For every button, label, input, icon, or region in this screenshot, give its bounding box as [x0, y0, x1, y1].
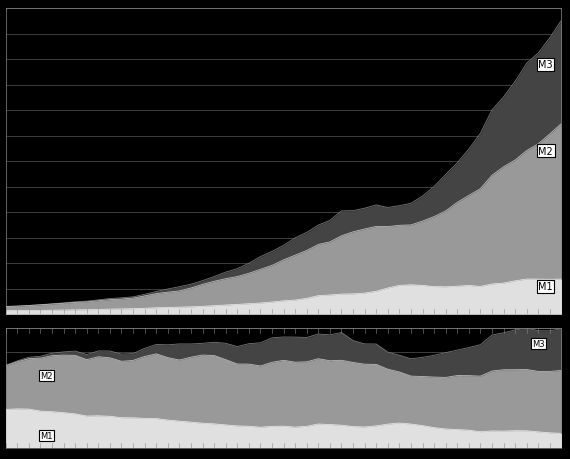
Text: M2: M2 [40, 371, 53, 381]
Text: M3: M3 [532, 339, 545, 348]
Text: M3: M3 [538, 60, 553, 70]
Text: M1: M1 [40, 431, 53, 440]
Text: M1: M1 [538, 281, 553, 291]
Text: M2: M2 [538, 146, 553, 157]
